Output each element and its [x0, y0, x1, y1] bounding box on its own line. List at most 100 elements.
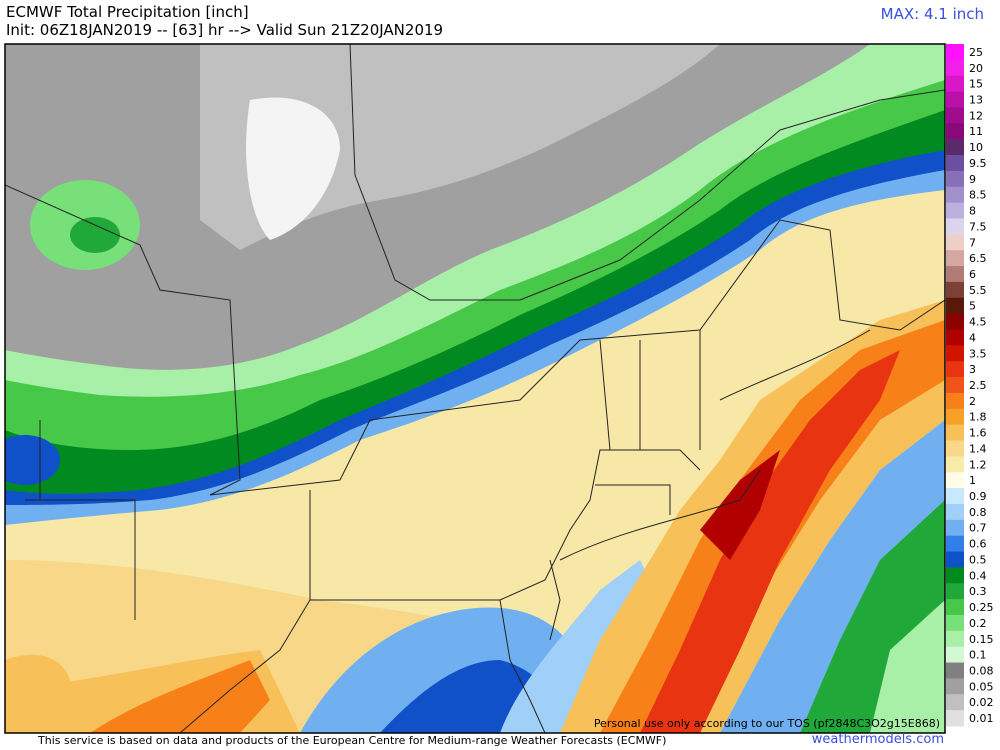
colorbar-label: 8.5: [969, 189, 987, 202]
colorbar-label: 11: [969, 125, 983, 138]
colorbar-swatch: [946, 345, 964, 362]
colorbar-swatch: [946, 488, 964, 505]
colorbar-swatch: [946, 630, 964, 648]
colorbar-label: 7.5: [969, 220, 987, 233]
field-red-core: [700, 450, 780, 560]
colorbar-label: 0.05: [969, 680, 994, 693]
subtitle: Init: 06Z18JAN2019 -- [63] hr --> Valid …: [6, 21, 444, 39]
colorbar-label: 0.25: [969, 601, 994, 614]
colorbar-swatch: [946, 408, 964, 426]
colorbar-swatch: [946, 218, 964, 235]
colorbar-swatch: [946, 107, 964, 124]
colorbar-label: 10: [969, 141, 983, 154]
colorbar-label: 9.5: [969, 157, 987, 170]
colorbar-label: 0.02: [969, 696, 994, 709]
colorbar-swatch: [946, 710, 964, 727]
colorbar-swatch: [946, 75, 964, 93]
border-line: [595, 330, 701, 515]
colorbar-label: 8: [969, 205, 976, 218]
colorbar-label: 2: [969, 395, 976, 408]
colorbar-swatch: [946, 44, 964, 61]
colorbar-label: 0.8: [969, 506, 987, 519]
colorbar-label: 3.5: [969, 347, 987, 360]
colorbar-label: 0.5: [969, 553, 987, 566]
colorbar-swatch: [946, 551, 964, 568]
precip-field: [5, 44, 945, 733]
colorbar-label: 6: [969, 268, 976, 281]
colorbar-label: 7: [969, 236, 976, 249]
colorbar-swatch: [946, 392, 964, 410]
colorbar-swatch: [946, 583, 964, 600]
colorbar-label: 0.15: [969, 633, 994, 646]
field-orange-sw-core: [90, 660, 270, 733]
colorbar: 252015131211109.598.587.576.565.554.543.…: [946, 44, 994, 727]
field-red-band: [640, 350, 900, 733]
field-dry-area: [246, 97, 340, 240]
field-light-blue-coast: [500, 560, 660, 733]
colorbar-swatch: [946, 567, 964, 584]
colorbar-swatch: [946, 456, 964, 473]
colorbar-swatch: [946, 170, 964, 188]
colorbar-swatch: [946, 59, 964, 77]
colorbar-label: 1.4: [969, 442, 987, 455]
map-frame: [4, 43, 946, 734]
border-line: [25, 420, 311, 733]
colorbar-label: 0.9: [969, 490, 987, 503]
colorbar-swatch: [946, 503, 964, 521]
footer-credit: This service is based on data and produc…: [38, 734, 667, 747]
border-line: [5, 184, 945, 496]
colorbar-swatch: [946, 646, 964, 664]
colorbar-swatch: [946, 155, 964, 172]
colorbar-swatch: [946, 186, 964, 204]
colorbar-label: 20: [969, 62, 983, 75]
colorbar-label: 0.2: [969, 617, 987, 630]
colorbar-label: 9: [969, 173, 976, 186]
border-line: [309, 449, 701, 601]
colorbar-label: 0.08: [969, 664, 994, 677]
colorbar-swatch: [946, 281, 964, 299]
colorbar-swatch: [946, 472, 964, 489]
colorbar-swatch: [946, 614, 964, 632]
colorbar-label: 25: [969, 46, 983, 59]
field-light-green-east: [870, 600, 945, 733]
colorbar-label: 5: [969, 300, 976, 313]
colorbar-label: 0.4: [969, 569, 987, 582]
colorbar-label: 6.5: [969, 252, 987, 265]
footer-site: weathermodels.com: [811, 732, 944, 747]
colorbar-label: 0.01: [969, 712, 994, 725]
border-line: [349, 44, 945, 301]
colorbar-label: 3: [969, 363, 976, 376]
field-light-gray: [200, 44, 720, 250]
colorbar-label: 15: [969, 78, 983, 91]
colorbar-label: 13: [969, 94, 983, 107]
colorbar-swatch: [946, 313, 964, 330]
colorbar-label: 1.8: [969, 411, 987, 424]
colorbar-swatch: [946, 234, 964, 251]
colorbar-label: 5.5: [969, 284, 987, 297]
colorbar-swatch: [946, 250, 964, 267]
border-line: [499, 559, 561, 733]
colorbar-swatch: [946, 599, 964, 616]
colorbar-swatch: [946, 662, 964, 679]
colorbar-label: 0.6: [969, 538, 987, 551]
colorbar-label: 0.1: [969, 649, 987, 662]
coast-line: [559, 329, 871, 561]
tos-notice: Personal use only according to our TOS (…: [594, 717, 940, 730]
colorbar-swatch: [946, 91, 964, 108]
max-value: MAX: 4.1 inch: [880, 5, 984, 23]
colorbar-label: 2.5: [969, 379, 987, 392]
colorbar-label: 4.5: [969, 316, 987, 329]
colorbar-swatch: [946, 361, 964, 378]
boundaries: [5, 44, 945, 733]
field-blue-patch: [5, 435, 60, 485]
colorbar-swatch: [946, 202, 964, 219]
colorbar-swatch: [946, 123, 964, 140]
colorbar-swatch: [946, 519, 964, 537]
colorbar-label: 4: [969, 331, 976, 344]
colorbar-label: 1.2: [969, 458, 987, 471]
colorbar-label: 0.3: [969, 585, 987, 598]
colorbar-label: 0.7: [969, 522, 987, 535]
colorbar-swatch: [946, 266, 964, 283]
